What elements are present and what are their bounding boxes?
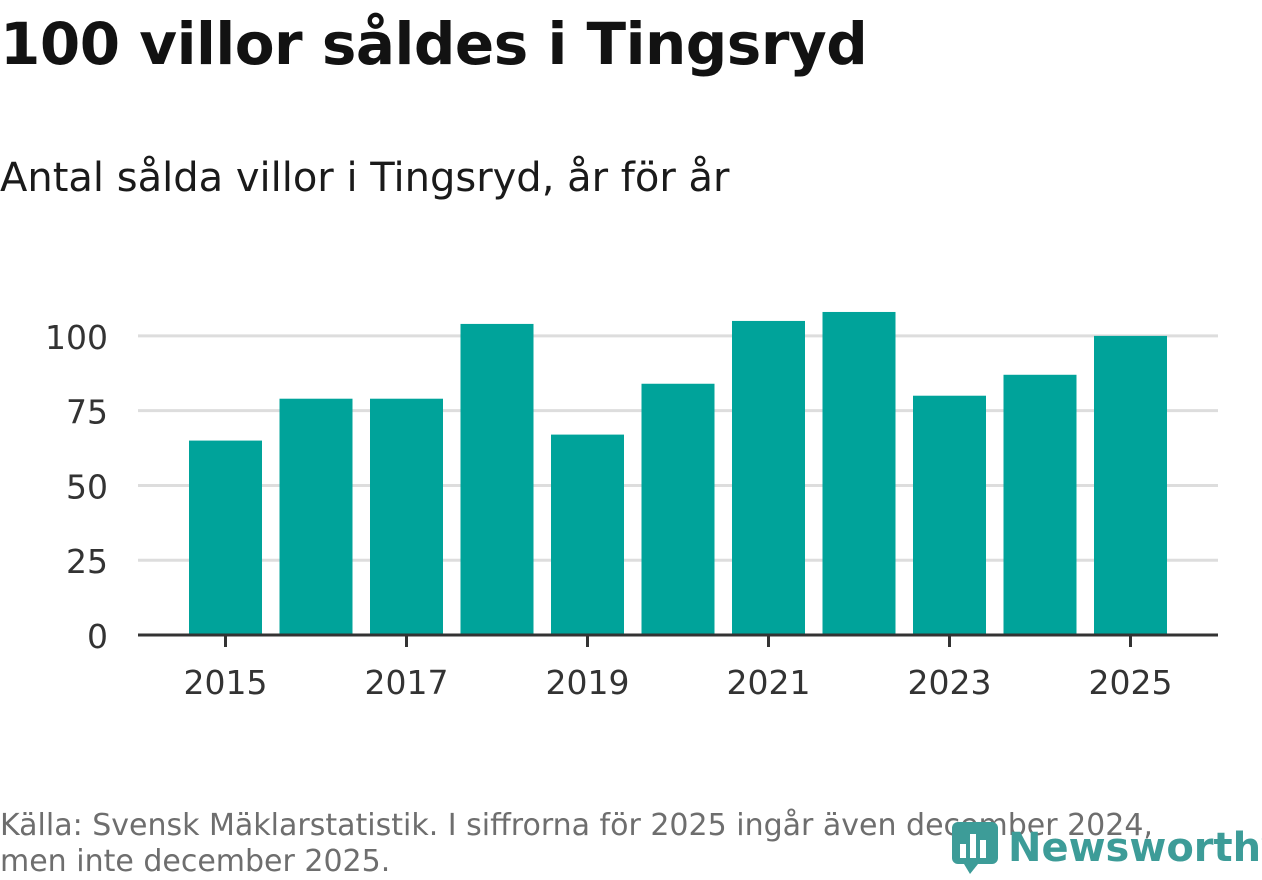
bar-2021: [732, 320, 805, 635]
y-tick-label: 50: [66, 467, 108, 506]
bar-2023: [913, 395, 986, 635]
newsworthy-logo-icon: [952, 822, 998, 874]
x-tick-label: 2023: [908, 663, 992, 702]
newsworthy-logo: Newsworthy: [950, 820, 1262, 876]
x-tick-label: 2017: [365, 663, 449, 702]
chart-title: 100 villor såldes i Tingsryd: [0, 10, 868, 78]
chart-subtitle: Antal sålda villor i Tingsryd, år för år: [0, 155, 730, 201]
bar-2020: [641, 383, 715, 635]
bar-2019: [551, 434, 624, 635]
y-tick-label: 25: [66, 542, 108, 581]
bar-2022: [822, 311, 896, 635]
y-tick-label: 100: [45, 318, 108, 357]
bar-2018: [460, 323, 534, 635]
bar-2025: [1094, 335, 1167, 635]
x-tick-label: 2021: [727, 663, 811, 702]
bar-2024: [1003, 374, 1077, 635]
bars: [189, 311, 1167, 635]
bar-2015: [189, 440, 262, 635]
bar-2016: [279, 398, 353, 635]
x-tick-label: 2015: [184, 663, 268, 702]
y-tick-label: 0: [87, 617, 108, 656]
x-tick-label: 2025: [1089, 663, 1173, 702]
y-tick-label: 75: [66, 393, 108, 432]
x-tick-label: 2019: [546, 663, 630, 702]
axes: 0 25 50 75 100 2015 2017 2019 2021 2023 2025: [45, 318, 1218, 702]
logo-text: Newsworthy: [1008, 825, 1262, 871]
bar-2017: [370, 398, 443, 635]
